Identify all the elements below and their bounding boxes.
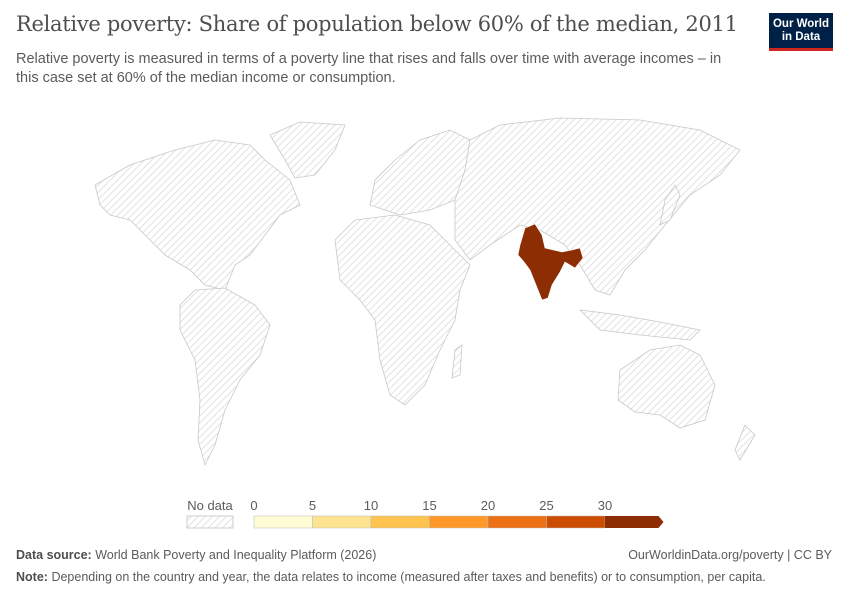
legend-bin bbox=[546, 515, 606, 529]
country-south-america[interactable] bbox=[179, 287, 271, 467]
legend-tick-label: 30 bbox=[598, 498, 612, 513]
legend-tick-label: 10 bbox=[364, 498, 378, 513]
legend-tick-label: 5 bbox=[309, 498, 316, 513]
color-legend: No data 0 5 10 15 20 25 30 bbox=[186, 498, 664, 529]
country-australia[interactable] bbox=[617, 344, 716, 429]
page-title: Relative poverty: Share of population be… bbox=[16, 12, 738, 36]
footer-note: Note: Depending on the country and year,… bbox=[16, 570, 766, 584]
country-indonesia[interactable] bbox=[578, 309, 701, 341]
country-new-zealand[interactable] bbox=[734, 424, 756, 461]
legend-tick-label: 15 bbox=[422, 498, 436, 513]
license-link[interactable]: OurWorldinData.org/poverty | CC BY bbox=[628, 548, 832, 562]
page-subtitle: Relative poverty is measured in terms of… bbox=[16, 51, 722, 86]
country-japan[interactable] bbox=[659, 184, 681, 226]
country-north-america[interactable] bbox=[94, 139, 301, 291]
legend-bin bbox=[370, 515, 430, 529]
legend-tick-label: 25 bbox=[539, 498, 553, 513]
owid-logo[interactable]: Our World in Data bbox=[769, 13, 833, 51]
legend-bin bbox=[429, 515, 489, 529]
legend-no-data-swatch bbox=[186, 515, 234, 529]
legend-no-data-label: No data bbox=[187, 498, 233, 513]
legend-tick-label: 20 bbox=[481, 498, 495, 513]
country-asia[interactable] bbox=[454, 117, 741, 296]
country-madagascar[interactable] bbox=[451, 344, 463, 379]
world-map[interactable] bbox=[0, 110, 850, 490]
legend-bin bbox=[253, 515, 313, 529]
country-africa[interactable] bbox=[334, 214, 471, 406]
legend-bin-overflow bbox=[605, 516, 664, 528]
legend-tick-label: 0 bbox=[250, 498, 257, 513]
country-india[interactable] bbox=[517, 223, 584, 301]
legend-bin bbox=[312, 515, 372, 529]
source-link[interactable]: World Bank Poverty and Inequality Platfo… bbox=[95, 548, 377, 562]
legend-bin bbox=[487, 515, 547, 529]
data-source: Data source: World Bank Poverty and Ineq… bbox=[16, 548, 377, 562]
country-greenland[interactable] bbox=[269, 121, 346, 179]
